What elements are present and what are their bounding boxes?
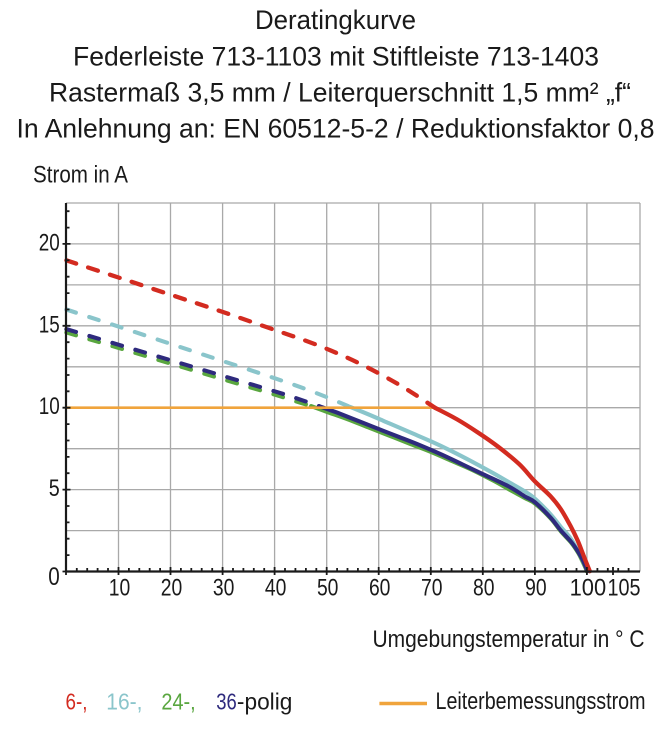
svg-text:Strom in A: Strom in A <box>33 162 128 189</box>
svg-text:0: 0 <box>48 563 60 591</box>
svg-text:10: 10 <box>39 393 60 420</box>
svg-text:24-,: 24-, <box>161 689 195 715</box>
svg-text:36: 36 <box>216 689 237 715</box>
svg-text:70: 70 <box>421 575 443 602</box>
svg-text:In Anlehnung an: EN 60512-5-2: In Anlehnung an: EN 60512-5-2 / Reduktio… <box>17 114 655 144</box>
svg-text:80: 80 <box>473 575 495 602</box>
svg-text:10: 10 <box>109 575 131 602</box>
svg-text:100: 100 <box>570 575 607 602</box>
svg-text:20: 20 <box>161 575 183 602</box>
svg-text:50: 50 <box>317 575 339 602</box>
svg-text:5: 5 <box>49 475 60 502</box>
svg-text:Deratingkurve: Deratingkurve <box>255 5 416 35</box>
svg-text:90: 90 <box>525 575 547 602</box>
svg-text:Umgebungstemperatur in ° C: Umgebungstemperatur in ° C <box>373 626 645 653</box>
svg-text:30: 30 <box>213 575 235 602</box>
svg-text:105: 105 <box>608 575 641 602</box>
svg-text:Leiterbemessungsstrom: Leiterbemessungsstrom <box>436 688 646 715</box>
svg-text:40: 40 <box>265 575 287 602</box>
svg-text:Rastermaß 3,5 mm / Leiterquers: Rastermaß 3,5 mm / Leiterquerschnitt 1,5… <box>49 78 631 108</box>
svg-text:6-,: 6-, <box>66 689 88 715</box>
svg-text:15: 15 <box>39 311 60 338</box>
svg-text:Federleiste 713-1103 mit Stift: Federleiste 713-1103 mit Stiftleiste 713… <box>73 42 599 72</box>
svg-text:16-,: 16-, <box>106 689 142 715</box>
svg-text:-polig: -polig <box>237 689 293 715</box>
svg-text:20: 20 <box>39 229 60 256</box>
svg-text:60: 60 <box>369 575 391 602</box>
